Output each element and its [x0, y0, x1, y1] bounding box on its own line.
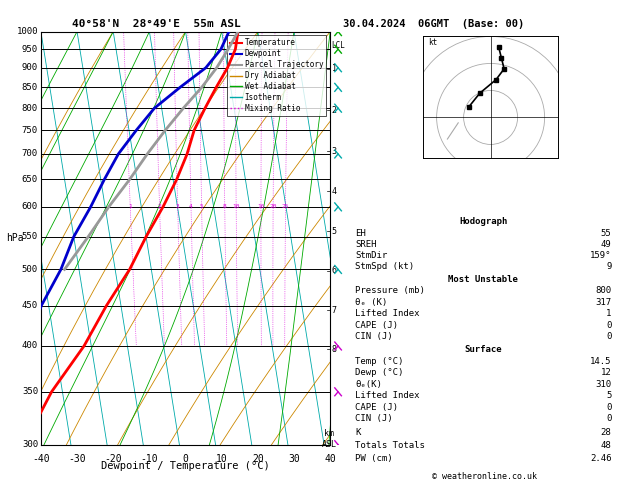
Text: 0: 0: [606, 321, 611, 330]
Text: 9: 9: [606, 262, 611, 271]
Text: Surface: Surface: [465, 346, 502, 354]
Text: 20: 20: [252, 454, 264, 465]
Text: 1: 1: [332, 64, 337, 73]
Text: 310: 310: [595, 380, 611, 389]
Text: 317: 317: [595, 298, 611, 307]
Text: 7: 7: [332, 306, 337, 314]
Legend: Temperature, Dewpoint, Parcel Trajectory, Dry Adiabat, Wet Adiabat, Isotherm, Mi: Temperature, Dewpoint, Parcel Trajectory…: [227, 35, 326, 116]
Text: Most Unstable: Most Unstable: [448, 275, 518, 284]
Text: 30.04.2024  06GMT  (Base: 00): 30.04.2024 06GMT (Base: 00): [343, 19, 524, 29]
Text: Pressure (mb): Pressure (mb): [355, 286, 425, 295]
Text: StmSpd (kt): StmSpd (kt): [355, 262, 415, 271]
Text: 1000: 1000: [16, 27, 38, 36]
Text: 5: 5: [606, 391, 611, 400]
Text: 600: 600: [22, 202, 38, 211]
Text: 350: 350: [22, 387, 38, 396]
Text: 0: 0: [606, 402, 611, 412]
Text: 55: 55: [601, 228, 611, 238]
Text: 800: 800: [22, 104, 38, 113]
Text: © weatheronline.co.uk: © weatheronline.co.uk: [432, 472, 537, 481]
Text: Dewpoint / Temperature (°C): Dewpoint / Temperature (°C): [101, 461, 270, 471]
Text: 159°: 159°: [590, 251, 611, 260]
Text: SREH: SREH: [355, 240, 377, 249]
Text: EH: EH: [355, 228, 366, 238]
Text: Lifted Index: Lifted Index: [355, 391, 420, 400]
Text: 12: 12: [601, 368, 611, 377]
Text: 0: 0: [182, 454, 189, 465]
Text: km
ASL: km ASL: [321, 429, 337, 449]
Text: hPa: hPa: [6, 233, 24, 243]
Text: Totals Totals: Totals Totals: [355, 441, 425, 450]
Text: 8: 8: [223, 204, 226, 209]
Text: 4: 4: [332, 187, 337, 196]
Text: CAPE (J): CAPE (J): [355, 402, 398, 412]
Text: 10: 10: [216, 454, 228, 465]
Text: 2: 2: [158, 204, 162, 209]
Text: Dewp (°C): Dewp (°C): [355, 368, 404, 377]
Text: 450: 450: [22, 301, 38, 310]
Text: θₑ (K): θₑ (K): [355, 298, 387, 307]
Text: -20: -20: [104, 454, 122, 465]
Text: 4: 4: [189, 204, 193, 209]
Text: kt: kt: [428, 37, 438, 47]
Text: 14.5: 14.5: [590, 357, 611, 366]
Text: 650: 650: [22, 175, 38, 184]
Text: 49: 49: [601, 240, 611, 249]
Text: CIN (J): CIN (J): [355, 332, 393, 341]
Text: 2.46: 2.46: [590, 453, 611, 463]
Text: 500: 500: [22, 265, 38, 274]
Text: 5: 5: [200, 204, 204, 209]
Text: 550: 550: [22, 232, 38, 241]
Text: CIN (J): CIN (J): [355, 414, 393, 423]
Text: 3: 3: [332, 147, 337, 156]
Text: 800: 800: [595, 286, 611, 295]
Text: 1: 1: [606, 310, 611, 318]
Text: 48: 48: [601, 441, 611, 450]
Text: -30: -30: [68, 454, 86, 465]
Text: StmDir: StmDir: [355, 251, 387, 260]
Text: 10: 10: [232, 204, 240, 209]
Text: 8: 8: [332, 345, 337, 354]
Text: 0: 0: [606, 414, 611, 423]
Text: 6: 6: [332, 266, 337, 275]
Text: 3: 3: [175, 204, 179, 209]
Text: 750: 750: [22, 126, 38, 135]
Text: 30: 30: [288, 454, 300, 465]
Text: 400: 400: [22, 342, 38, 350]
Text: Temp (°C): Temp (°C): [355, 357, 404, 366]
Text: LCL: LCL: [331, 41, 345, 50]
Text: PW (cm): PW (cm): [355, 453, 393, 463]
Text: 850: 850: [22, 83, 38, 92]
Text: 5: 5: [332, 226, 337, 236]
Text: 300: 300: [22, 440, 38, 449]
Text: K: K: [355, 428, 361, 437]
Text: 20: 20: [269, 204, 277, 209]
Text: 2: 2: [332, 106, 337, 115]
Text: 950: 950: [22, 45, 38, 53]
Text: Lifted Index: Lifted Index: [355, 310, 420, 318]
Text: 16: 16: [257, 204, 265, 209]
Text: 25: 25: [282, 204, 289, 209]
Text: 900: 900: [22, 63, 38, 72]
Text: -40: -40: [32, 454, 50, 465]
Text: -10: -10: [140, 454, 159, 465]
Text: CAPE (J): CAPE (J): [355, 321, 398, 330]
Text: 0: 0: [606, 332, 611, 341]
Text: 28: 28: [601, 428, 611, 437]
Text: 1: 1: [128, 204, 132, 209]
Text: Hodograph: Hodograph: [459, 217, 508, 226]
Text: θₑ(K): θₑ(K): [355, 380, 382, 389]
Text: 700: 700: [22, 150, 38, 158]
Text: 40°58'N  28°49'E  55m ASL: 40°58'N 28°49'E 55m ASL: [72, 19, 241, 29]
Text: 40: 40: [325, 454, 336, 465]
